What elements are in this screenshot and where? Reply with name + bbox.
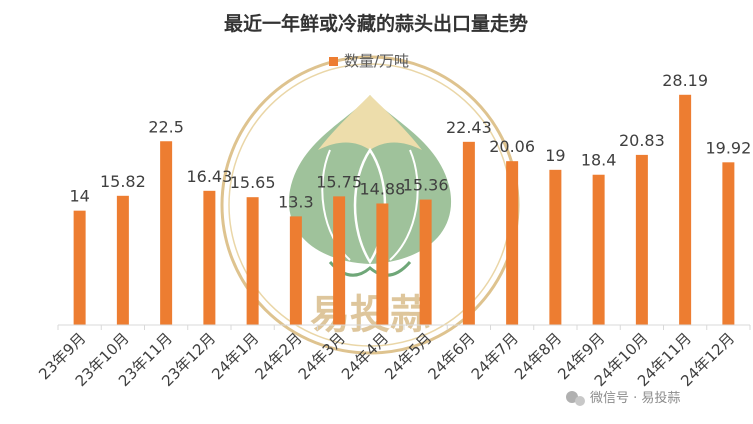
bar-24年11月 [679,94,692,325]
legend: 数量/万吨 [329,52,409,70]
wechat-icon [566,391,578,403]
bar-24年2月 [289,216,302,325]
value-labels-group: 14 15.82 22.5 16.4315.6513.315.7514.8815.36… [69,71,751,212]
bar-24年8月 [549,169,562,325]
bar-23年10月 [116,195,129,325]
value-label: 14.88 [359,179,405,198]
value-label: 20.06 [489,137,535,156]
legend-swatch [329,57,338,66]
bar-24年1月 [246,197,259,325]
source-note: 微信号 · 易投蒜 [566,390,680,406]
value-label: 19.92 [705,138,751,157]
value-label: 15.36 [403,176,449,195]
watermark-text: 易投蒜 [310,292,430,338]
value-label: 22.5 [148,117,184,136]
value-label: 28.19 [662,71,708,90]
bar-24年9月 [592,174,605,325]
value-label: 15.82 [100,172,146,191]
bar-24年6月 [462,141,475,325]
value-label: 20.83 [619,131,665,150]
garlic-logo-watermark: 易投蒜 [220,55,520,355]
value-label: 19 [545,146,565,165]
x-tick-label: 24年8月 [511,329,565,383]
logo-garlic-top [318,95,422,150]
bar-24年4月 [376,203,389,325]
bar-23年12月 [203,190,216,325]
bar-24年3月 [333,196,346,325]
value-label: 18.4 [581,151,617,170]
chart-title: 最近一年鲜或冷藏的蒜头出口量走势 [224,12,528,35]
x-tick-label: 24年6月 [425,329,479,383]
legend-label: 数量/万吨 [344,52,409,70]
x-tick-label: 24年2月 [252,329,306,383]
bar-24年10月 [635,154,648,325]
logo-garlic-clove-right [389,149,419,261]
logo-garlic-clove-line [353,147,387,265]
bar-24年12月 [722,162,735,325]
value-label: 16.43 [186,167,232,186]
x-tick-label: 24年7月 [468,329,522,383]
bar-24年5月 [419,199,432,325]
x-tick-label: 24年1月 [208,329,262,383]
value-label: 15.65 [230,173,276,192]
bar-24年7月 [506,161,519,325]
bar-23年9月 [73,210,86,325]
x-ticks-group [57,325,751,330]
value-label: 22.43 [446,118,492,137]
wechat-icon-secondary [575,396,585,406]
bar-23年11月 [160,141,173,325]
x-tick-labels-group: 23年9月23年10月23年11月23年12月24年1月24年2月24年3月24… [35,329,738,390]
value-label: 15.75 [316,172,362,191]
source-note-text: 微信号 · 易投蒜 [590,390,680,406]
value-label: 13.3 [278,192,314,211]
bars-group [73,94,735,325]
value-label: 14 [69,187,89,206]
